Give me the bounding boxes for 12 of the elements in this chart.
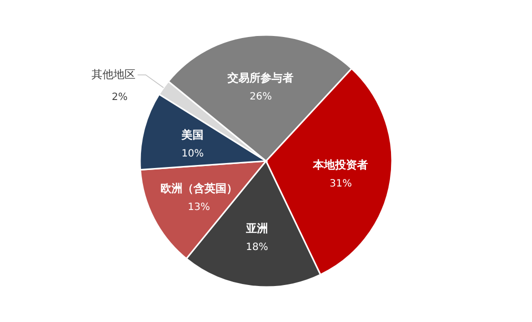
slice-label: 本地投资者	[312, 158, 368, 172]
data-label: 13%	[188, 202, 210, 213]
slice-label: 亚洲	[245, 222, 268, 236]
data-label: 10%	[182, 148, 204, 160]
data-label: 2%	[112, 92, 128, 103]
data-label: 18%	[246, 242, 268, 254]
slice-label: 欧洲（含英国）	[160, 182, 238, 195]
slice-label: 其他地区	[92, 68, 136, 81]
slice-label: 美国	[180, 128, 204, 142]
data-label: 31%	[330, 178, 352, 190]
data-label: 26%	[250, 92, 272, 103]
slice-label: 交易所参与者	[226, 72, 294, 85]
